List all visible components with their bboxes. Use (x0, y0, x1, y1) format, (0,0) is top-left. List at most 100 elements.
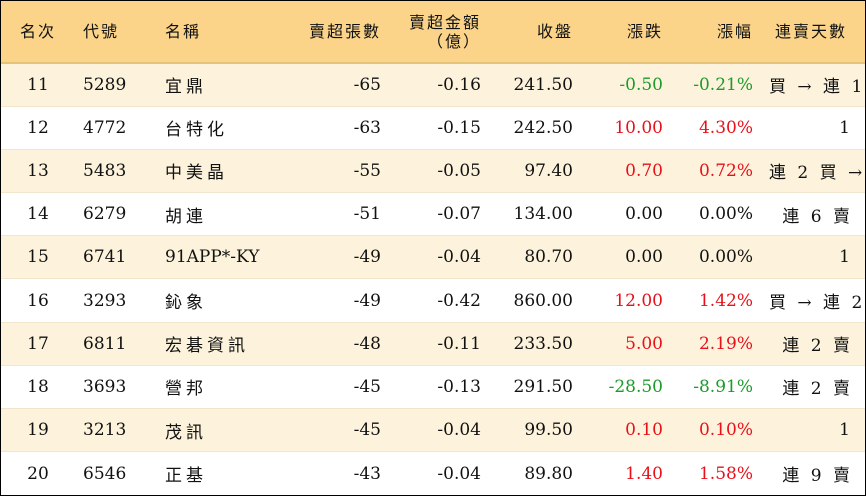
code-cell: 4772 (69, 105, 145, 150)
header-net-sell-amount-unit: （億） (426, 31, 481, 51)
table-row: 19 3213 茂訊 -45 -0.04 99.50 0.10 0.10% 1 (1, 407, 865, 452)
table-row: 20 6546 正基 -43 -0.04 89.80 1.40 1.58% 連 9 賣 (1, 451, 865, 495)
rank-cell: 15 (1, 235, 69, 279)
change-pct-cell: 1.42% (671, 278, 761, 323)
net-sell-amount-cell: -0.04 (389, 235, 489, 279)
consecutive-days-cell: 買 → 連 2 賣 (761, 278, 866, 323)
net-sell-amount-cell: -0.07 (389, 192, 489, 236)
name-cell: 宏碁資訊 (145, 321, 285, 366)
net-sell-volume-cell: -45 (285, 364, 389, 409)
net-sell-amount-cell: -0.16 (437, 74, 481, 95)
close-price-cell: 233.50 (489, 321, 581, 366)
header-name: 名稱 (165, 22, 202, 41)
rank-cell: 18 (1, 364, 69, 409)
change-cell: 0.00 (581, 192, 671, 236)
net-sell-amount-cell: -0.11 (389, 321, 489, 366)
net-sell-volume-cell: -55 (285, 148, 389, 193)
change-cell: 10.00 (581, 105, 671, 150)
close-price-cell: 97.40 (489, 148, 581, 193)
table-body: 11 5289 宜鼎 -65 -0.16 241.50 -0.50 -0.21% 買 → 連 1… (1, 63, 866, 495)
header-net-sell-volume: 賣超張數 (308, 22, 381, 41)
change-pct-cell: 2.19% (671, 321, 761, 366)
code-cell: 3213 (69, 407, 145, 452)
table-header: 名次 代號 名稱 賣超張數 賣超金額 （億） 收盤 漲跌 漲幅 連賣天數 (1, 1, 865, 63)
code-cell: 6279 (69, 192, 145, 236)
name-cell: 91APP*-KY (145, 235, 285, 279)
net-sell-volume-cell: -49 (285, 235, 389, 279)
name-cell: 鈊象 (145, 278, 285, 323)
rank-cell: 13 (1, 148, 69, 193)
name-cell: 台特化 (145, 105, 285, 150)
net-sell-volume-cell: -65 (353, 74, 381, 95)
change-cell: -28.50 (581, 364, 671, 409)
close-price-cell: 80.70 (489, 235, 581, 279)
close-price-cell: 242.50 (489, 105, 581, 150)
code-cell: 6741 (69, 235, 145, 279)
change-cell: 0.10 (581, 407, 671, 452)
rank-cell: 20 (1, 451, 69, 495)
net-sell-amount-cell: -0.04 (389, 451, 489, 495)
change-pct-cell: 4.30% (671, 105, 761, 150)
table-row: 18 3693 營邦 -45 -0.13 291.50 -28.50 -8.91% 連 2 賣 (1, 364, 865, 409)
change-pct-cell: -0.21% (693, 74, 753, 95)
header-net-sell-amount-label: 賣超金額 (408, 12, 481, 32)
change-cell: -0.50 (619, 74, 663, 95)
net-sell-amount-cell: -0.15 (389, 105, 489, 150)
table-row: 15 6741 91APP*-KY -49 -0.04 80.70 0.00 0.00% 1 (1, 235, 865, 279)
name-cell: 正基 (145, 451, 285, 495)
rank-cell: 14 (1, 192, 69, 236)
header-close: 收盤 (536, 22, 573, 41)
rank-cell: 12 (1, 105, 69, 150)
change-pct-cell: 0.10% (671, 407, 761, 452)
code-cell: 6811 (69, 321, 145, 366)
table-row: 12 4772 台特化 -63 -0.15 242.50 10.00 4.30% 1 (1, 105, 865, 150)
consecutive-days-cell: 連 2 買 → 賣 (761, 148, 866, 193)
change-pct-cell: 0.00% (671, 192, 761, 236)
code-cell: 3293 (69, 278, 145, 323)
header-consecutive-days: 連賣天數 (774, 22, 847, 41)
close-price-cell: 241.50 (513, 74, 573, 95)
close-price-cell: 860.00 (489, 278, 581, 323)
change-cell: 12.00 (581, 278, 671, 323)
consecutive-days-cell: 1 (761, 105, 865, 150)
name-cell: 胡連 (145, 192, 285, 236)
header-row: 名次 代號 名稱 賣超張數 賣超金額 （億） 收盤 漲跌 漲幅 連賣天數 (1, 1, 865, 63)
consecutive-days-cell: 連 9 賣 (761, 451, 865, 495)
consecutive-days-cell: 連 2 賣 (761, 364, 865, 409)
consecutive-days-cell: 連 2 賣 (761, 321, 865, 366)
table-row: 16 3293 鈊象 -49 -0.42 860.00 12.00 1.42% 買 → 連 2 … (1, 278, 866, 323)
consecutive-days-cell: 買 → 連 15 賣 (769, 77, 866, 98)
name-cell: 宜鼎 (165, 77, 207, 98)
consecutive-days-cell: 1 (761, 235, 865, 279)
header-net-sell-amount: 賣超金額 （億） (389, 1, 489, 63)
change-cell: 1.40 (581, 451, 671, 495)
change-cell: 0.00 (581, 235, 671, 279)
header-code: 代號 (83, 22, 120, 41)
close-price-cell: 291.50 (489, 364, 581, 409)
consecutive-days-cell: 1 (761, 407, 865, 452)
code-cell: 5483 (69, 148, 145, 193)
consecutive-days-cell: 連 6 賣 (761, 192, 865, 236)
name-cell: 茂訊 (145, 407, 285, 452)
table-row: 11 5289 宜鼎 -65 -0.16 241.50 -0.50 -0.21% 買 → 連 1… (1, 63, 866, 107)
name-cell: 營邦 (145, 364, 285, 409)
change-cell: 0.70 (581, 148, 671, 193)
net-sell-amount-cell: -0.13 (389, 364, 489, 409)
net-sell-amount-cell: -0.04 (389, 407, 489, 452)
close-price-cell: 99.50 (489, 407, 581, 452)
net-sell-amount-cell: -0.42 (389, 278, 489, 323)
table-row: 17 6811 宏碁資訊 -48 -0.11 233.50 5.00 2.19% 連 2 賣 (1, 321, 865, 366)
rank-cell: 16 (1, 278, 69, 323)
change-pct-cell: 0.72% (671, 148, 761, 193)
close-price-cell: 134.00 (489, 192, 581, 236)
header-change: 漲跌 (626, 22, 663, 41)
header-change-pct: 漲幅 (716, 22, 753, 41)
net-sell-volume-cell: -48 (285, 321, 389, 366)
net-sell-volume-cell: -49 (285, 278, 389, 323)
net-sell-volume-cell: -43 (285, 451, 389, 495)
table-row: 14 6279 胡連 -51 -0.07 134.00 0.00 0.00% 連 6 賣 (1, 192, 865, 236)
code-cell: 6546 (69, 451, 145, 495)
change-cell: 5.00 (581, 321, 671, 366)
